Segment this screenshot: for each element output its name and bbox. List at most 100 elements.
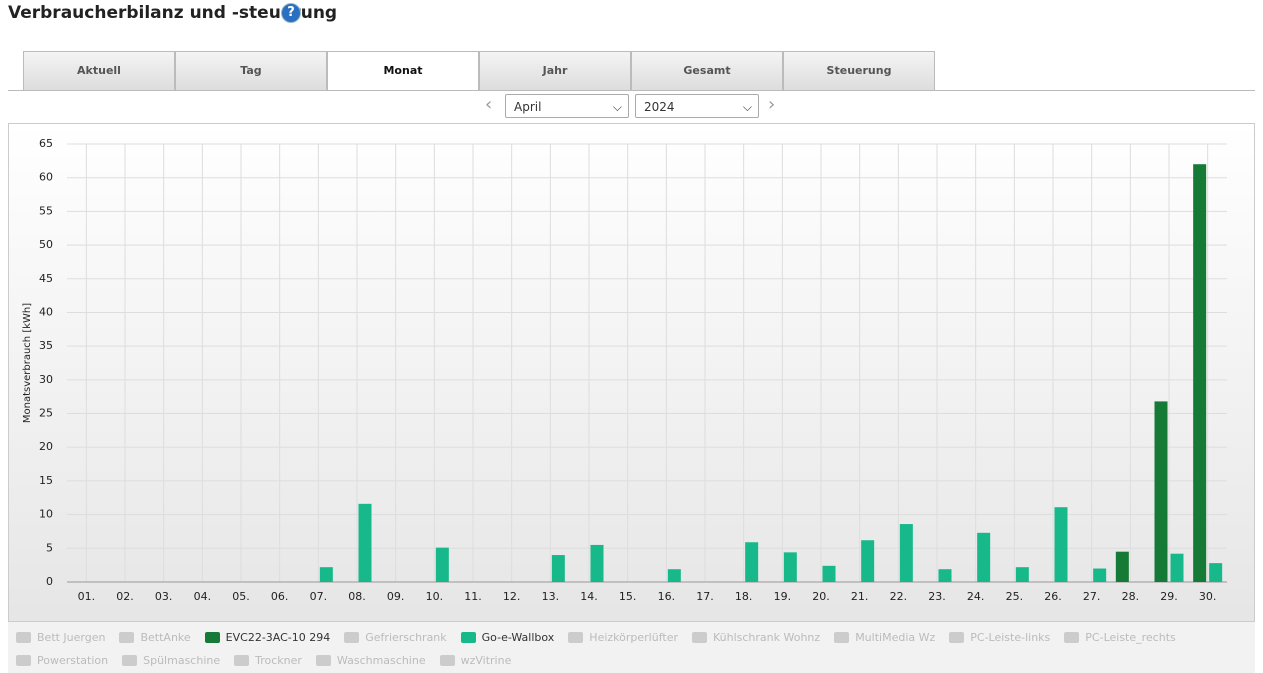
legend-label: MultiMedia Wz [855,630,936,644]
y-tick-label: 20 [39,440,53,453]
x-tick-label: 28. [1122,590,1140,603]
dropdown-icon: ⌵ [742,100,752,114]
x-tick-label: 02. [116,590,134,603]
dropdown-icon: ⌵ [612,100,622,114]
y-tick-label: 40 [39,305,53,318]
x-tick-label: 26. [1044,590,1062,603]
tabs: Aktuell Tag Monat Jahr Gesamt Steuerung [23,51,935,91]
bar [1093,568,1107,582]
legend-swatch [568,631,584,643]
x-tick-label: 10. [426,590,444,603]
x-tick-label: 23. [928,590,946,603]
y-tick-label: 35 [39,339,53,352]
month-value: April [514,100,542,114]
legend: Bett Juergen BettAnke EVC22-3AC-10 294 Gefr… [8,621,1255,673]
legend-item[interactable]: Gefrierschrank [344,629,447,645]
prev-button[interactable]: ‹ [485,94,493,115]
bar [977,532,991,582]
legend-item[interactable]: Powerstation [16,652,108,668]
bar [551,555,565,582]
legend-item[interactable]: Bett Juergen [16,629,105,645]
bar [938,569,952,582]
bar [667,569,681,582]
x-tick-label: 11. [464,590,482,603]
bar [745,542,759,582]
legend-label: EVC22-3AC-10 294 [225,630,331,644]
x-tick-label: 21. [851,590,869,603]
legend-item[interactable]: wzVitrine [439,652,511,668]
bar [783,552,797,582]
x-tick-label: 27. [1083,590,1101,603]
y-tick-label: 50 [39,238,53,251]
bar [1015,567,1029,582]
tab[interactable]: Jahr [479,51,631,90]
legend-swatch [834,631,850,643]
legend-label: Bett Juergen [37,630,106,644]
legend-item[interactable]: PC-Leiste-links [949,629,1050,645]
bar [1115,551,1129,582]
legend-swatch [691,631,707,643]
x-tick-label: 20. [812,590,830,603]
legend-item[interactable]: BettAnke [119,629,191,645]
x-tick-label: 01. [78,590,96,603]
legend-item[interactable]: EVC22-3AC-10 294 [204,629,331,645]
legend-label: PC-Leiste_rechts [1085,630,1176,644]
legend-swatch [1064,631,1080,643]
x-tick-label: 08. [348,590,366,603]
legend-label: Trockner [255,653,302,667]
x-tick-label: 17. [696,590,714,603]
legend-item[interactable]: Go-e-Wallbox [460,629,554,645]
tab[interactable]: Monat [327,51,479,91]
legend-swatch [16,631,31,643]
y-tick-label: 10 [39,508,53,521]
legend-swatch [16,654,31,666]
tab[interactable]: Tag [175,51,327,90]
legend-item[interactable]: PC-Leiste_rechts [1064,629,1176,645]
legend-item[interactable]: Waschmaschine [315,652,426,668]
x-tick-label: 24. [967,590,985,603]
bar [899,524,913,582]
tab[interactable]: Aktuell [23,51,175,90]
legend-label: Waschmaschine [336,653,426,667]
y-tick-label: 30 [39,373,53,386]
x-tick-label: 18. [735,590,753,603]
x-tick-label: 07. [310,590,328,603]
legend-label: Heizkörperlüfter [589,630,678,644]
next-button[interactable]: › [768,94,776,115]
help-icon[interactable]: ? [281,3,301,23]
bar [1054,507,1068,582]
tab[interactable]: Gesamt [631,51,783,90]
bar [1154,401,1168,582]
bar [358,503,372,582]
bar [861,540,875,582]
tab[interactable]: Steuerung [783,51,935,90]
tab-line [8,90,1255,91]
bar [435,547,449,582]
legend-item[interactable]: MultiMedia Wz [834,629,935,645]
legend-item[interactable]: Heizkörperlüfter [568,629,678,645]
legend-item[interactable]: Trockner [234,652,302,668]
month-select[interactable]: April ⌵ [505,94,629,118]
bar [1170,553,1184,582]
x-tick-label: 06. [271,590,289,603]
legend-label: Kühlschrank Wohnz [712,630,821,644]
y-axis-label: Monatsverbrauch [kWh] [22,303,33,423]
x-tick-label: 16. [658,590,676,603]
x-tick-label: 12. [503,590,521,603]
legend-label: Gefrierschrank [365,630,447,644]
legend-label: PC-Leiste-links [970,630,1051,644]
legend-item[interactable]: Kühlschrank Wohnz [691,629,821,645]
legend-swatch [315,654,331,666]
legend-swatch [949,631,965,643]
y-tick-label: 45 [39,272,53,285]
legend-swatch [119,631,135,643]
bar [1193,164,1207,582]
bar [319,567,333,582]
legend-item[interactable]: Spülmaschine [122,652,220,668]
x-tick-label: 19. [774,590,792,603]
legend-swatch [204,631,220,643]
chart-box [8,123,1255,673]
year-select[interactable]: 2024 ⌵ [635,94,759,118]
